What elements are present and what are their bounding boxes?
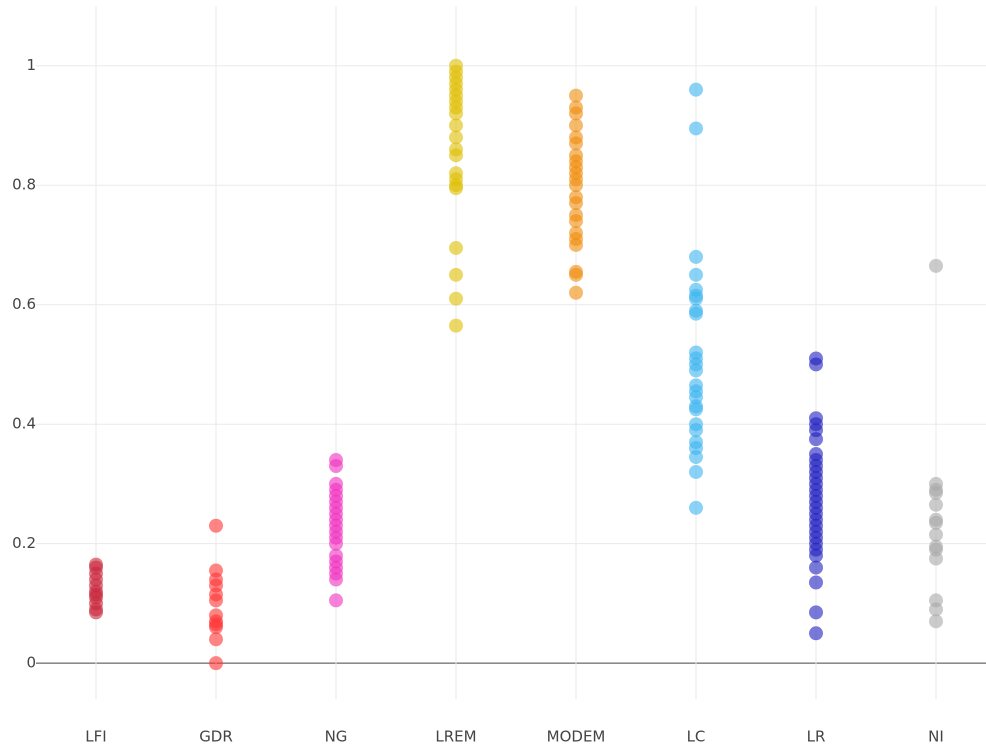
point [809,357,823,372]
point [569,136,583,151]
point [329,572,343,587]
point [329,593,343,608]
y-tick-label: 0 [26,654,36,672]
point [929,551,943,566]
x-tick-label: LREM [435,728,476,746]
point [929,614,943,629]
x-tick-label: GDR [199,728,233,746]
point [929,602,943,617]
y-tick-label: 0.6 [12,295,36,313]
point [689,423,703,438]
point [209,632,223,647]
point [569,178,583,193]
point [449,106,463,121]
point [689,500,703,515]
point [689,450,703,465]
point [449,148,463,163]
point [209,593,223,608]
x-tick-label: LC [687,728,706,746]
point [89,605,103,620]
x-tick-label: NI [928,728,944,746]
point [569,88,583,103]
point [809,560,823,575]
point [569,118,583,133]
y-tick-label: 0.4 [12,415,36,433]
point [209,656,223,671]
y-tick-label: 0.8 [12,176,36,194]
x-tick-label: LR [807,728,826,746]
x-tick-label: NG [325,728,348,746]
point [809,575,823,590]
point [569,106,583,121]
point [569,196,583,211]
point [929,515,943,530]
point [809,432,823,447]
point [689,363,703,378]
point [449,267,463,282]
x-tick-label: LFI [85,728,106,746]
point [689,291,703,306]
x-tick-label: MODEM [547,728,606,746]
point [689,306,703,321]
point [449,130,463,145]
point [809,605,823,620]
point [329,536,343,551]
point [449,291,463,306]
point [209,518,223,533]
point [929,527,943,542]
point [329,459,343,474]
y-tick-label: 0.2 [12,534,36,552]
point [689,82,703,97]
point [569,237,583,252]
point [569,267,583,282]
point [449,240,463,255]
point [929,497,943,512]
point [569,214,583,229]
point [689,121,703,136]
point [449,318,463,333]
point [689,464,703,479]
point [929,258,943,273]
point [809,548,823,563]
point [569,285,583,300]
y-tick-label: 1 [26,56,36,74]
point [689,267,703,282]
point [809,626,823,641]
point [449,181,463,196]
point [209,620,223,635]
point [689,249,703,264]
point [689,402,703,417]
point [449,118,463,133]
point [929,485,943,500]
